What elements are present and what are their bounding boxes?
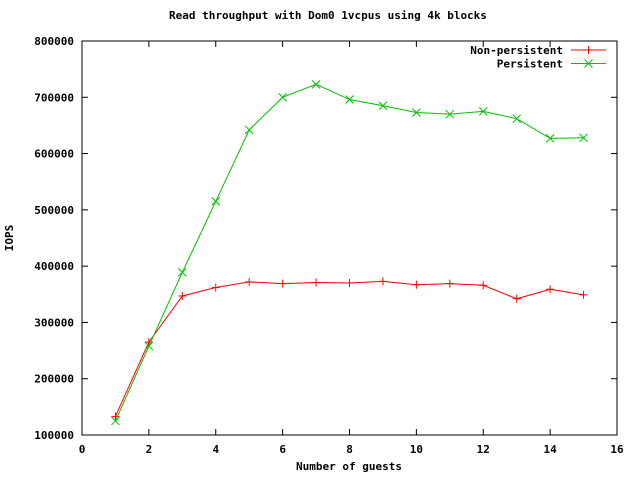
legend-label: Persistent [497,58,563,71]
x-tick-label: 12 [477,443,490,456]
x-tick-label: 6 [279,443,286,456]
series-marker-persistent [445,109,455,119]
series-marker-persistent [244,125,254,135]
x-tick-label: 14 [544,443,558,456]
plot-border [81,40,618,436]
series-marker-persistent [378,101,388,111]
y-tick-label: 400000 [34,260,74,273]
y-tick-label: 200000 [34,373,74,386]
y-tick-label: 800000 [34,35,74,48]
x-tick-label: 8 [346,443,353,456]
series-marker-persistent [311,79,321,89]
series-marker-persistent [144,341,154,351]
x-tick-label: 2 [146,443,153,456]
series-marker-persistent [211,197,221,206]
series-marker-persistent [412,108,421,117]
series-marker-persistent [512,114,522,124]
y-tick-label: 600000 [34,148,74,161]
chart-title: Read throughput with Dom0 1vcpus using 4… [169,9,487,22]
series-marker-persistent [111,416,120,426]
series-marker-persistent [345,95,354,104]
series-marker-persistent [579,133,588,143]
series-line-persistent [114,83,584,422]
x-tick-label: 0 [79,443,86,456]
x-tick-label: 10 [410,443,423,456]
y-tick-label: 100000 [34,429,74,442]
x-tick-label: 4 [212,443,219,456]
series-marker-persistent [545,134,555,143]
x-axis-label: Number of guests [296,460,402,473]
y-tick-label: 700000 [34,91,74,104]
y-tick-label: 500000 [34,204,74,217]
series-marker-persistent [478,107,488,116]
legend-sample-marker [584,59,593,68]
y-tick-label: 300000 [34,316,74,329]
y-axis-label: IOPS [3,225,16,252]
plot-area: 100000 200000 300000 400000 500000 600000 7000… [34,35,624,456]
x-tick-label: 16 [610,443,624,456]
legend-label: Non-persistent [470,44,563,57]
series-marker-persistent [177,267,187,277]
series-marker-persistent [278,92,287,102]
series-line-non-persistent [114,280,584,417]
